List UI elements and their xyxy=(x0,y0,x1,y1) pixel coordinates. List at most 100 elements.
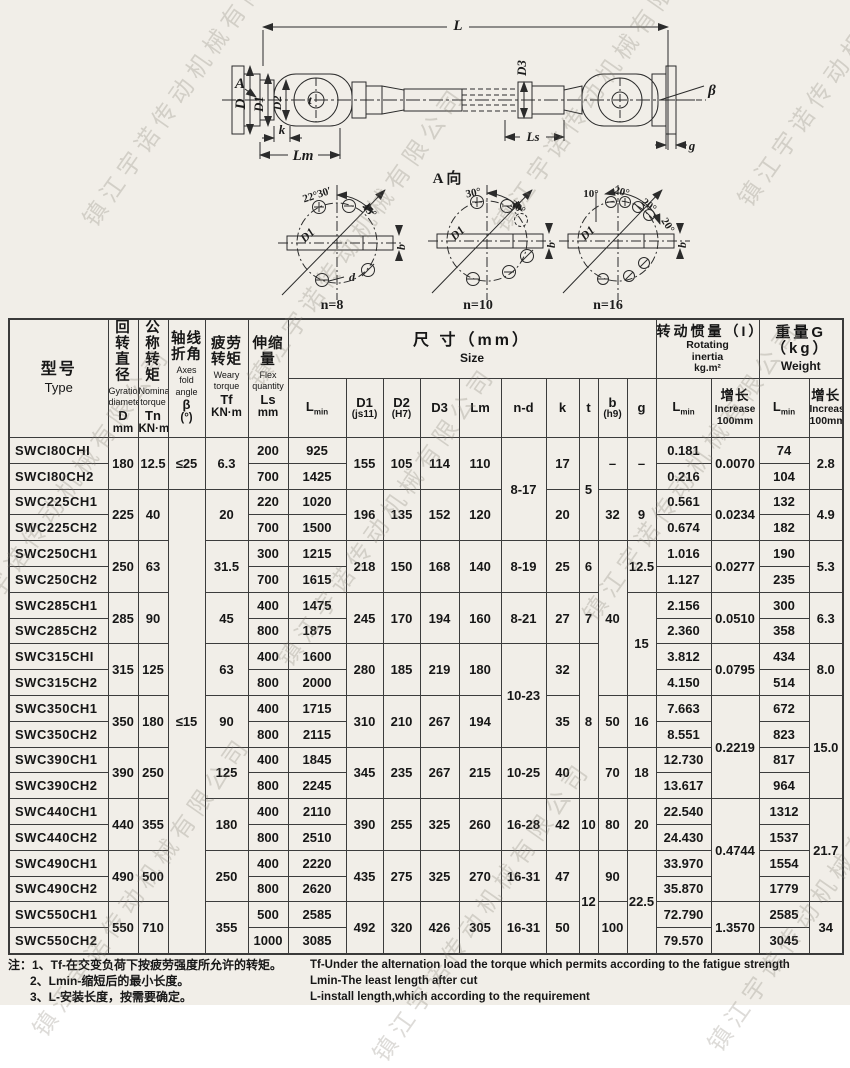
table-cell: 135 xyxy=(382,488,421,542)
table-cell: 250 xyxy=(204,849,249,903)
table-cell: 350 xyxy=(107,694,139,748)
table-cell: 325 xyxy=(419,849,460,903)
table-cell: 267 xyxy=(419,694,460,748)
table-cell: 4.150 xyxy=(655,669,712,696)
table-cell: 18 xyxy=(626,746,657,800)
table-cell: 63 xyxy=(137,540,169,593)
table-cell: 196 xyxy=(345,488,384,542)
table-cell: 218 xyxy=(345,540,384,593)
table-cell: 47 xyxy=(545,849,580,903)
view-n-label: n=8 xyxy=(321,298,344,313)
table-cell: 0.181 xyxy=(655,437,712,464)
angle-label: 20° xyxy=(639,196,659,215)
table-cell: 426 xyxy=(419,901,460,955)
table-row: SWC315CHI 315 125 63 400 1600 280 185 219 180 10-2… xyxy=(8,643,844,800)
table-cell: 1875 xyxy=(287,617,347,645)
table-cell: 1312 xyxy=(758,798,810,825)
table-cell: 1215 xyxy=(287,540,347,567)
table-cell: 320 xyxy=(382,901,421,955)
col-header-gyration-diameter: 回转 直径 Gyration diameter D mm xyxy=(107,318,139,438)
table-cell: 105 xyxy=(382,437,421,490)
table-cell: 7 xyxy=(578,591,599,645)
table-cell: 3.812 xyxy=(655,643,712,671)
table-cell: 2.8 xyxy=(808,437,844,490)
table-cell: 25 xyxy=(545,540,580,593)
type-cell: SWC390CH2 xyxy=(8,772,109,800)
table-cell: 72.790 xyxy=(655,901,712,929)
dim-label-L: L xyxy=(452,18,462,34)
table-cell: 0.561 xyxy=(655,488,712,516)
weight-col-increase: 增长 Increase 100mm xyxy=(808,378,844,438)
table-cell: 250 xyxy=(107,540,139,593)
size-col-d3: D3 xyxy=(419,378,460,438)
table-row: SWCI80CHI 180 12.5 ≤25 6.3 200 925 155 105 114 110… xyxy=(8,436,844,542)
dim-label-D: D xyxy=(233,98,249,110)
table-row: SWC390CH2 800 2245 13.617 964 xyxy=(8,772,843,800)
table-cell: 5.3 xyxy=(808,540,844,593)
type-cell: SWC315CHI xyxy=(8,643,109,671)
angle-label: 45° xyxy=(359,201,378,220)
angle-label: 20° xyxy=(658,216,676,235)
table-cell: 17 xyxy=(545,437,580,490)
table-cell: 16 xyxy=(626,694,657,748)
type-cell: SWC440CH2 xyxy=(8,823,109,851)
table-cell: 8-21 xyxy=(500,591,547,645)
notes-english: Tf-Under the alternation load the torque… xyxy=(310,957,846,1005)
table-cell: 2620 xyxy=(287,875,347,903)
dim-label-t: t xyxy=(308,93,312,107)
table-cell: 8-17 xyxy=(500,436,547,542)
size-col-k: k xyxy=(545,378,580,438)
spec-table-header: 型号 Type 回转 直径 Gyration diameter D mm 公称 … xyxy=(8,318,844,438)
table-cell: 7.663 xyxy=(655,694,712,722)
table-cell: 270 xyxy=(458,849,502,903)
table-cell: 24.430 xyxy=(655,823,712,851)
table-cell: 180 xyxy=(204,798,249,851)
table-cell: 15 xyxy=(626,591,657,696)
table-cell: 390 xyxy=(345,798,384,851)
table-cell: 194 xyxy=(458,694,502,748)
angle-label: 22°30′ xyxy=(301,185,333,206)
table-cell: 15.0 xyxy=(808,694,844,800)
table-cell: 500 xyxy=(247,901,289,929)
table-cell: 800 xyxy=(247,772,289,800)
table-cell: 27 xyxy=(545,591,580,645)
table-cell: 434 xyxy=(758,643,810,671)
table-cell: 182 xyxy=(758,514,810,542)
type-cell: SWC350CH1 xyxy=(8,694,109,722)
angle-label: 30° xyxy=(465,186,483,201)
table-cell: 358 xyxy=(758,617,810,645)
note-line: 3、L-安装长度，按需要确定。 xyxy=(30,990,193,1004)
table-cell: 400 xyxy=(247,591,289,619)
table-cell: 1.127 xyxy=(655,565,712,593)
table-cell: 180 xyxy=(137,694,169,748)
inertia-col-lmin: Lmin xyxy=(655,378,712,438)
note-line: Lmin-The least length after cut xyxy=(310,975,478,987)
table-cell: 823 xyxy=(758,720,810,748)
note-line: L-install length,which according to the … xyxy=(310,991,590,1003)
table-cell: 1.3570 xyxy=(710,901,760,955)
table-cell: 80 xyxy=(597,798,628,851)
col-header-nominal-torque: 公称 转矩 Nominal torque Tn KN·m xyxy=(137,318,169,438)
table-cell: 1020 xyxy=(287,488,347,516)
dim-label-D3: D3 xyxy=(514,60,529,77)
table-cell: ≤15 xyxy=(167,488,206,955)
table-cell: 125 xyxy=(137,643,169,696)
table-cell: – xyxy=(597,437,628,490)
table-cell: 215 xyxy=(458,746,502,800)
dim-label-Ls: Ls xyxy=(526,129,540,144)
type-cell: SWC285CH2 xyxy=(8,617,109,645)
table-cell: 2115 xyxy=(287,720,347,748)
type-cell: SWC390CH1 xyxy=(8,746,109,774)
table-cell: 140 xyxy=(458,540,502,593)
col-header-flex-quantity: 伸缩量 Flex quantity Ls mm xyxy=(247,318,289,438)
table-cell: 219 xyxy=(419,643,460,696)
table-cell: 22.540 xyxy=(655,798,712,825)
type-cell: SWC550CH1 xyxy=(8,901,109,929)
table-cell: 0.216 xyxy=(655,462,712,490)
table-row: SWC490CH1 490 500 250 400 2220 435 275 325 270 16-… xyxy=(8,849,843,955)
table-cell: 200 xyxy=(247,437,289,464)
table-cell: 210 xyxy=(382,694,421,748)
table-cell: 0.674 xyxy=(655,514,712,542)
table-cell: 800 xyxy=(247,720,289,748)
